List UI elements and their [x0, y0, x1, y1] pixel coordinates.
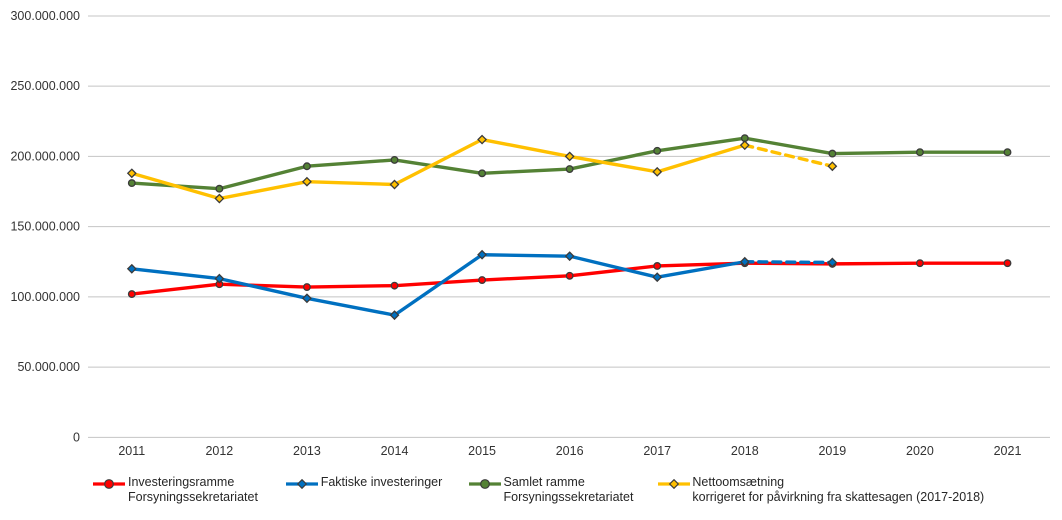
svg-text:200.000.000: 200.000.000	[10, 149, 80, 163]
svg-text:2015: 2015	[468, 444, 496, 458]
svg-text:2011: 2011	[118, 444, 145, 458]
svg-text:250.000.000: 250.000.000	[10, 79, 80, 93]
svg-text:100.000.000: 100.000.000	[10, 290, 80, 304]
svg-text:150.000.000: 150.000.000	[10, 220, 80, 234]
svg-text:2013: 2013	[293, 444, 321, 458]
svg-text:2016: 2016	[556, 444, 584, 458]
svg-text:2018: 2018	[731, 444, 759, 458]
svg-text:50.000.000: 50.000.000	[17, 360, 80, 374]
svg-text:2014: 2014	[381, 444, 409, 458]
svg-text:2019: 2019	[818, 444, 846, 458]
svg-text:2012: 2012	[205, 444, 233, 458]
svg-text:0: 0	[73, 430, 80, 444]
svg-text:2017: 2017	[643, 444, 671, 458]
svg-text:2021: 2021	[994, 444, 1022, 458]
svg-text:2020: 2020	[906, 444, 934, 458]
svg-text:300.000.000: 300.000.000	[10, 9, 80, 23]
